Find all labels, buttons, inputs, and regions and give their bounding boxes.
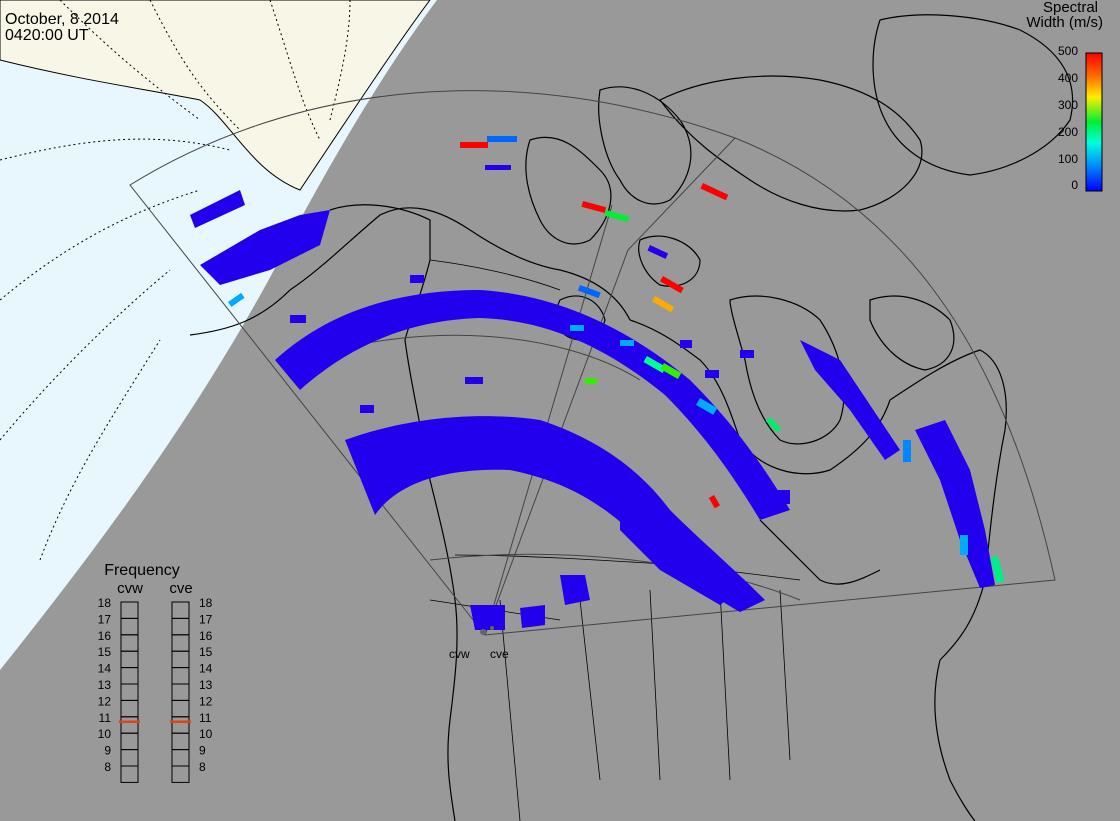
frequency-tick-right: 10 bbox=[199, 727, 213, 741]
frequency-tick-right: 18 bbox=[199, 596, 213, 610]
frequency-tick-left: 15 bbox=[98, 645, 112, 659]
radar-label-cvw: cvw bbox=[449, 647, 470, 661]
colorbar-tick: 400 bbox=[1058, 71, 1078, 85]
colorbar-title-line2: Width (m/s) bbox=[1026, 14, 1103, 31]
frequency-tick-left: 11 bbox=[99, 711, 112, 725]
colorbar-tick: 100 bbox=[1058, 152, 1078, 166]
frequency-panel: Frequency cvw cve 18 17 16 15 14 13 12 11 10 9 8 1… bbox=[98, 562, 213, 783]
echo-scatter bbox=[290, 165, 790, 504]
frequency-cell-cve bbox=[171, 765, 190, 783]
colorbar-title-line1: Spectral bbox=[1043, 0, 1098, 16]
frequency-tick-right: 9 bbox=[199, 744, 206, 758]
frequency-tick-right: 14 bbox=[199, 662, 213, 676]
echo-highlights bbox=[227, 136, 1005, 584]
frequency-cell-cvw bbox=[120, 765, 139, 783]
colorbar-tick: 0 bbox=[1071, 178, 1078, 192]
frequency-tick-left: 13 bbox=[98, 678, 112, 692]
frequency-tick-right: 12 bbox=[199, 694, 213, 708]
frequency-tick-left: 10 bbox=[98, 727, 112, 741]
coastlines bbox=[189, 14, 1074, 821]
frequency-tick-right: 15 bbox=[199, 645, 213, 659]
echo-band-inner bbox=[345, 416, 765, 630]
daylight-graticule bbox=[0, 0, 351, 561]
frequency-tick-left: 18 bbox=[98, 596, 112, 610]
frequency-tick-left: 12 bbox=[98, 694, 112, 708]
frequency-left-label: cvw bbox=[117, 580, 143, 597]
colorbar-gradient bbox=[1085, 52, 1103, 192]
colorbar-tick: 200 bbox=[1058, 125, 1078, 139]
colorbar-tick: 500 bbox=[1058, 44, 1078, 58]
frequency-tick-left: 9 bbox=[104, 744, 111, 758]
colorbar-tick: 300 bbox=[1058, 98, 1078, 112]
frequency-tick-right: 16 bbox=[199, 629, 213, 643]
frequency-tick-left: 16 bbox=[98, 629, 112, 643]
frequency-tick-left: 8 bbox=[104, 760, 111, 774]
frequency-tick-left: 14 bbox=[98, 662, 112, 676]
radar-sites: cvw cve bbox=[449, 626, 509, 661]
frequency-tick-right: 13 bbox=[199, 678, 213, 692]
spectral-colorbar: Spectral Width (m/s) 500 400 300 200 100… bbox=[1026, 0, 1103, 192]
time-label: 0420:00 UT bbox=[5, 27, 89, 44]
frequency-tick-right: 11 bbox=[199, 711, 212, 725]
frequency-tick-right: 8 bbox=[199, 760, 206, 774]
radar-label-cve: cve bbox=[490, 647, 509, 661]
frequency-tick-left: 17 bbox=[98, 612, 112, 626]
frequency-right-label: cve bbox=[169, 580, 192, 597]
frequency-tick-right: 17 bbox=[199, 612, 213, 626]
frequency-title: Frequency bbox=[104, 562, 180, 579]
daylight-land bbox=[0, 0, 431, 191]
date-label: October, 8 2014 bbox=[5, 11, 119, 28]
echo-band-outer bbox=[190, 190, 995, 588]
